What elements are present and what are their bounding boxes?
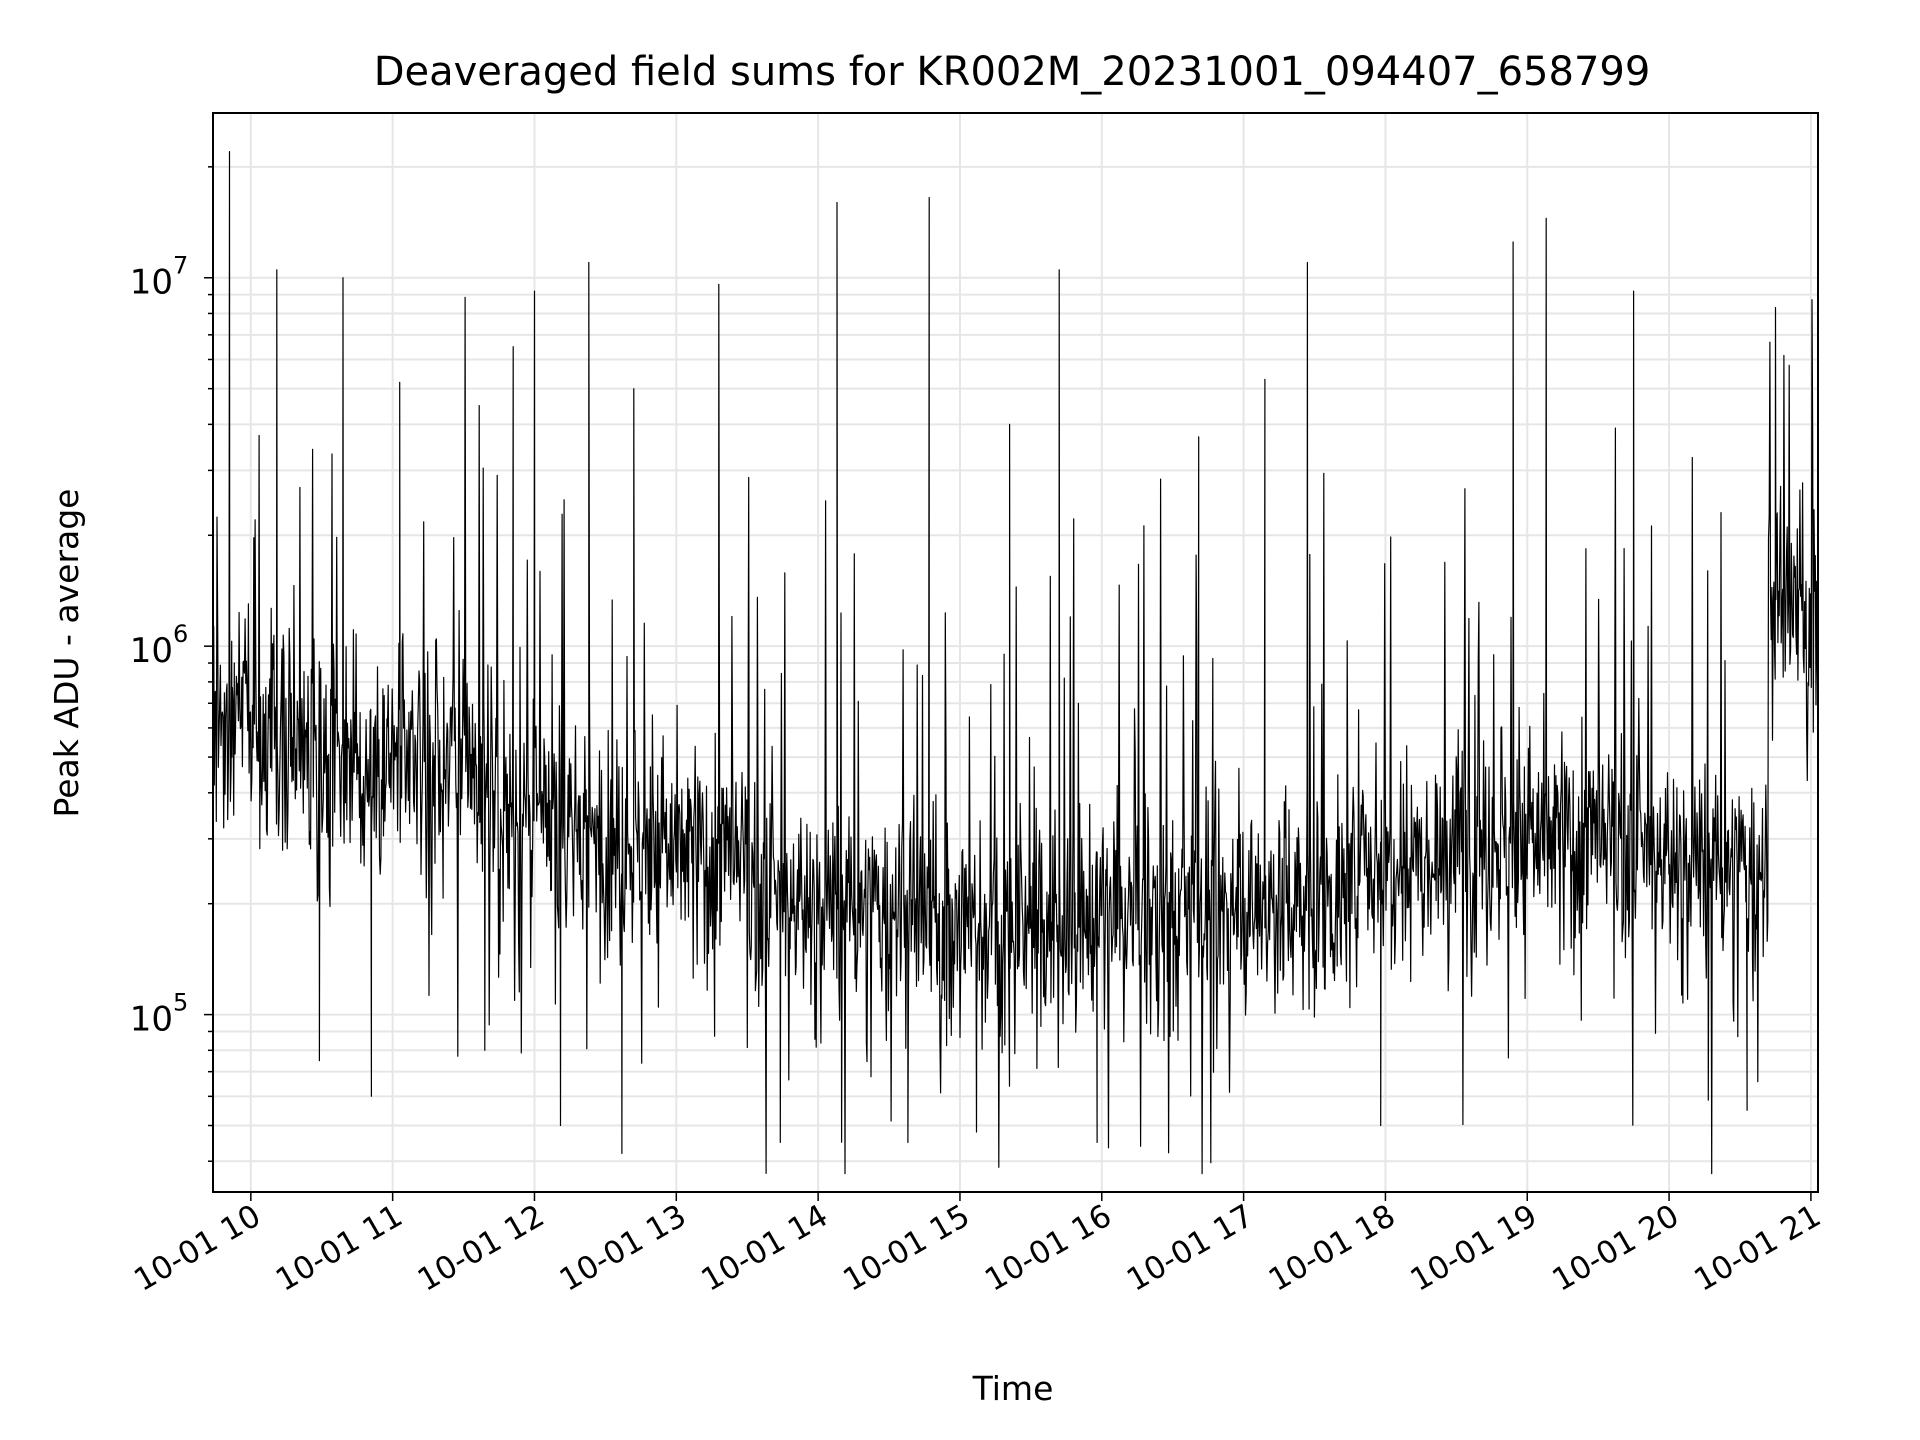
series-line xyxy=(212,151,1819,1175)
y-tick-base: 10 xyxy=(130,1000,173,1040)
y-tick-label: 10 xyxy=(130,1000,173,1040)
y-axis-label: Peak ADU - average xyxy=(47,489,86,818)
x-axis-label: Time xyxy=(972,1369,1054,1408)
y-tick-exponent: 7 xyxy=(173,252,188,280)
y-tick-label: 10 xyxy=(130,631,173,671)
y-tick-exponent: 5 xyxy=(173,989,188,1017)
y-tick-base: 10 xyxy=(130,263,173,303)
y-tick-label: 10 xyxy=(130,263,173,303)
plot-area xyxy=(212,151,1819,1175)
y-tick-base: 10 xyxy=(130,631,173,671)
axes-frame xyxy=(212,112,1819,1193)
y-tick-exponent: 6 xyxy=(173,620,188,648)
chart-title: Deaveraged field sums for KR002M_2023100… xyxy=(374,49,1651,95)
